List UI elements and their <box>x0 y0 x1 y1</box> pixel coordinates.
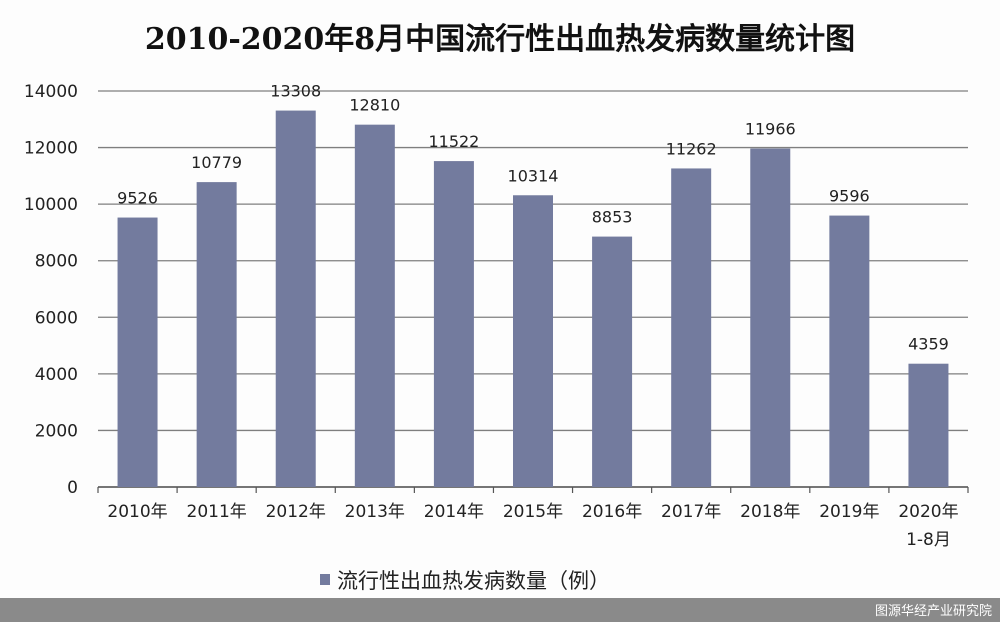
y-tick-label: 6000 <box>35 308 78 328</box>
data-label: 11966 <box>745 120 796 139</box>
bar <box>354 124 395 487</box>
bar <box>513 195 553 487</box>
bar <box>750 148 791 487</box>
y-tick-label: 0 <box>67 478 78 498</box>
bar-chart: 0 2000 4000 6000 8000 10000 12000 14000 9526 2010… <box>24 82 969 593</box>
bar <box>433 161 474 488</box>
y-tick-label: 8000 <box>35 252 78 272</box>
legend-swatch <box>320 574 330 585</box>
y-tick-label: 10000 <box>24 195 78 215</box>
data-label: 10314 <box>508 166 559 185</box>
y-tick-label: 2000 <box>35 421 78 441</box>
bar <box>275 110 316 487</box>
x-tick-label: 2016年 <box>582 502 642 522</box>
data-label: 11522 <box>428 132 479 151</box>
y-tick-label: 14000 <box>24 82 78 102</box>
bar <box>671 168 712 487</box>
bar <box>592 236 633 487</box>
x-tick-label: 2010年 <box>107 502 167 522</box>
data-label: 9526 <box>117 189 158 208</box>
bar <box>196 182 237 488</box>
x-tick-label: 2017年 <box>661 502 721 522</box>
chart-title: 2010-2020年8月中国流行性出血热发病数量统计图 <box>144 22 856 57</box>
bar <box>117 217 158 487</box>
data-label: 13308 <box>270 82 321 101</box>
y-tick-label: 4000 <box>35 365 78 385</box>
data-label: 12810 <box>349 96 400 115</box>
data-label: 9596 <box>829 187 870 206</box>
data-label: 10779 <box>191 153 242 172</box>
footer-bar: 图源华经产业研究院 <box>0 598 1000 622</box>
data-label: 8853 <box>592 208 633 227</box>
x-tick-label: 2011年 <box>187 502 247 522</box>
source-credit: 图源华经产业研究院 <box>874 604 992 619</box>
x-tick-label: 2013年 <box>345 502 405 522</box>
legend-label: 流行性出血热发病数量（例） <box>337 569 610 593</box>
x-tick-label: 2012年 <box>266 502 326 522</box>
bar <box>908 363 949 487</box>
data-label: 11262 <box>666 139 717 158</box>
x-tick-label: 2020年 <box>898 502 958 522</box>
x-tick-label: 2015年 <box>503 502 563 522</box>
bar <box>829 215 870 487</box>
x-tick-label: 2019年 <box>819 502 879 522</box>
x-tick-label: 1-8月 <box>906 530 951 550</box>
x-tick-label: 2018年 <box>740 502 800 522</box>
y-tick-label: 12000 <box>24 139 78 159</box>
data-label: 4359 <box>908 335 949 354</box>
x-tick-label: 2014年 <box>424 502 484 522</box>
